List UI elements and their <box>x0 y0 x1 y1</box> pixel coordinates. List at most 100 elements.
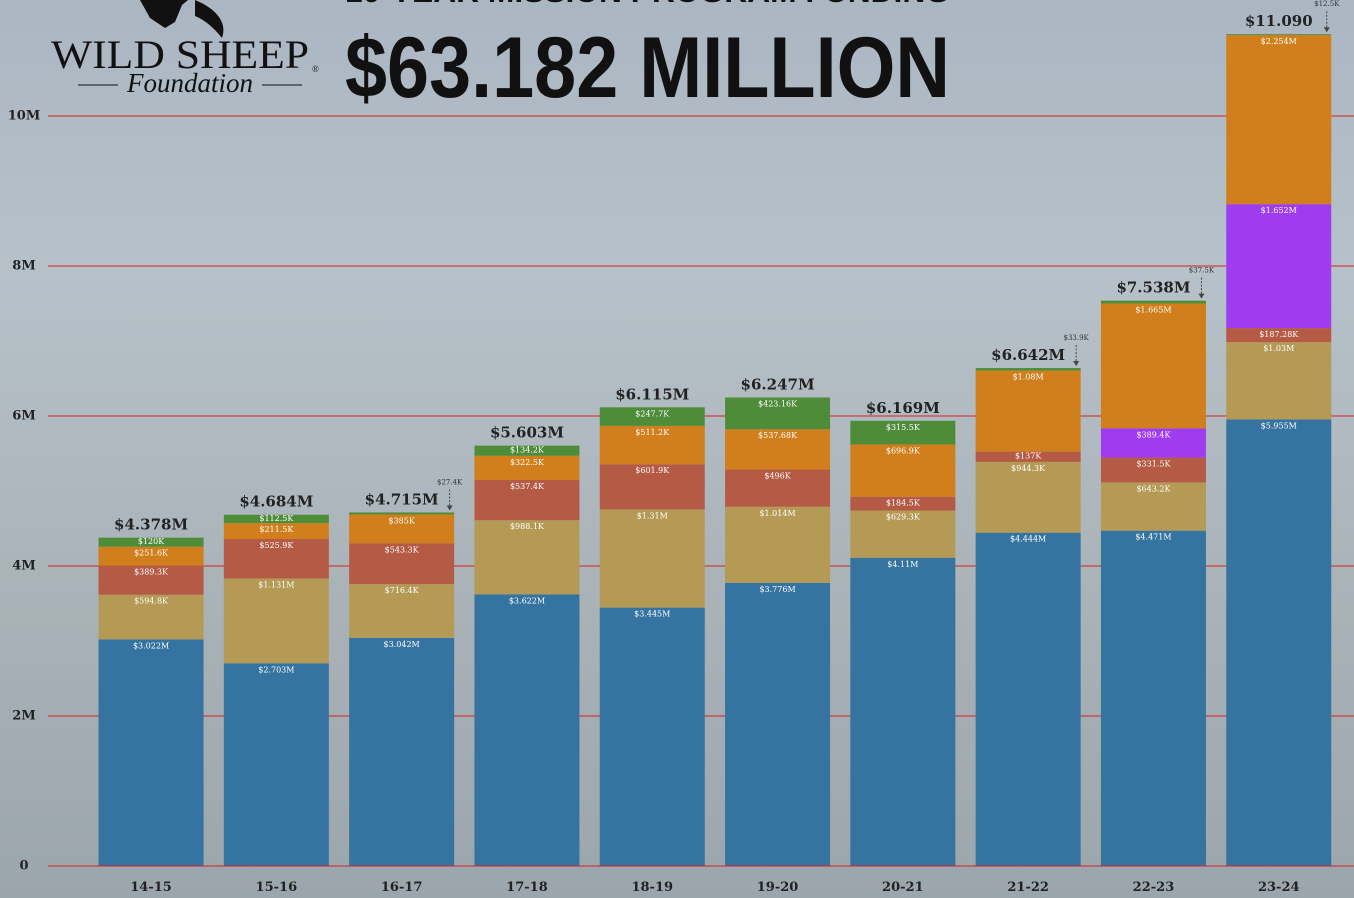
value-label: $315.5K <box>886 423 921 432</box>
bar-segment <box>349 514 455 544</box>
callout-label: $37.5K <box>1189 267 1215 275</box>
x-tick-label: 15-16 <box>256 880 298 895</box>
callout-label: $33.9K <box>1064 334 1090 342</box>
chart-title: 10-YEAR MISSION PROGRAM FUNDING <box>345 0 950 9</box>
bar-segment <box>349 543 455 585</box>
callout-label: $27.4K <box>437 478 463 486</box>
value-label: $1.31M <box>637 511 668 520</box>
value-label: $251.6K <box>134 549 169 558</box>
value-label: $601.9K <box>635 466 670 475</box>
y-tick-label: 10M <box>8 109 40 124</box>
value-label: $3.776M <box>759 585 795 594</box>
value-label: $3.622M <box>509 596 545 605</box>
bar-segment <box>98 639 204 866</box>
bar-segment <box>1226 35 1332 205</box>
bar-segment <box>599 509 705 608</box>
bar-segment <box>1100 457 1206 483</box>
value-label: $389.3K <box>134 568 169 577</box>
bar-segment <box>1226 419 1332 866</box>
bar-segment <box>850 496 956 511</box>
x-tick-label: 20-21 <box>882 880 924 895</box>
bar-segment <box>599 407 705 426</box>
value-label: $389.4K <box>1136 430 1171 439</box>
bar-segment <box>98 594 204 640</box>
bar-segment <box>725 506 831 583</box>
bar-segment <box>599 464 705 510</box>
bar-segment <box>223 578 329 664</box>
value-label: $211.5K <box>259 525 294 534</box>
y-tick-label: 6M <box>12 409 35 424</box>
value-label: $3.042M <box>384 640 420 649</box>
value-label: $120K <box>138 537 165 546</box>
bar-segment <box>725 582 831 866</box>
value-label: $247.7K <box>635 409 670 418</box>
y-tick-label: 4M <box>12 559 35 574</box>
bar-segment <box>1226 328 1332 343</box>
total-label: $6.642M <box>991 346 1065 364</box>
bar-segment <box>725 469 831 507</box>
value-label: $716.4K <box>385 586 420 595</box>
x-tick-label: 19-20 <box>757 880 799 895</box>
bar-segment <box>98 546 204 566</box>
bar-segment <box>975 461 1081 533</box>
x-tick-label: 18-19 <box>631 880 673 895</box>
total-label: $4.684M <box>239 493 313 511</box>
value-label: $511.2K <box>635 428 670 437</box>
logo-name: WILD SHEEP <box>51 32 309 77</box>
value-label: $2.703M <box>258 665 294 674</box>
total-label: $6.247M <box>741 375 815 393</box>
logo-ram-icon <box>140 0 224 38</box>
x-tick-label: 21-22 <box>1007 880 1049 895</box>
logo: WILD SHEEP ® Foundation <box>51 0 319 98</box>
bar-segment <box>725 397 831 430</box>
value-label: $3.022M <box>133 641 169 650</box>
bar-segment <box>474 520 580 595</box>
total-label: $6.169M <box>866 399 940 417</box>
value-label: $322.5K <box>510 458 545 467</box>
value-label: $1.08M <box>1013 373 1044 382</box>
value-label: $643.2K <box>1136 484 1171 493</box>
value-label: $331.5K <box>1136 460 1171 469</box>
value-label: $4.11M <box>887 560 918 569</box>
bar-segment <box>349 584 455 638</box>
bar-segment <box>850 510 956 558</box>
x-tick-label: 14-15 <box>130 880 172 895</box>
logo-tagline: Foundation <box>126 68 253 98</box>
bar-segment <box>599 425 705 465</box>
value-label: $944.3K <box>1011 464 1046 473</box>
bar-segment <box>223 539 329 579</box>
bar-segment <box>850 557 956 866</box>
value-label: $525.9K <box>259 541 294 550</box>
bar-segment <box>349 512 455 515</box>
value-label: $112.5K <box>259 514 294 523</box>
bar-segment <box>474 445 580 456</box>
bar-segment <box>474 455 580 480</box>
bar-segment <box>975 451 1081 462</box>
value-label: $423.16K <box>758 399 798 408</box>
bar-segment <box>1226 342 1332 420</box>
y-tick-label: 8M <box>12 259 35 274</box>
total-label: $4.378M <box>114 516 188 534</box>
bar-segment <box>349 637 455 866</box>
value-label: $1.131M <box>258 580 294 589</box>
total-label: $7.538M <box>1116 279 1190 297</box>
total-label: $5.603M <box>490 424 564 442</box>
y-tick-label: 0 <box>19 859 28 874</box>
bar-segment <box>725 429 831 470</box>
value-label: $4.471M <box>1135 533 1171 542</box>
bar-segment <box>223 523 329 540</box>
value-label: $496K <box>764 472 791 481</box>
y-tick-label: 2M <box>12 709 35 724</box>
value-label: $2.254M <box>1261 37 1297 46</box>
value-label: $184.5K <box>886 499 921 508</box>
x-tick-label: 23-24 <box>1258 880 1300 895</box>
bar-segment <box>1100 428 1206 458</box>
value-label: $134.2K <box>510 446 545 455</box>
bar-segment <box>1100 300 1206 304</box>
logo-registered: ® <box>312 64 319 74</box>
value-label: $5.955M <box>1261 421 1297 430</box>
bar-segment <box>98 565 204 595</box>
value-label: $543.3K <box>385 545 420 554</box>
value-label: $988.1K <box>510 522 545 531</box>
